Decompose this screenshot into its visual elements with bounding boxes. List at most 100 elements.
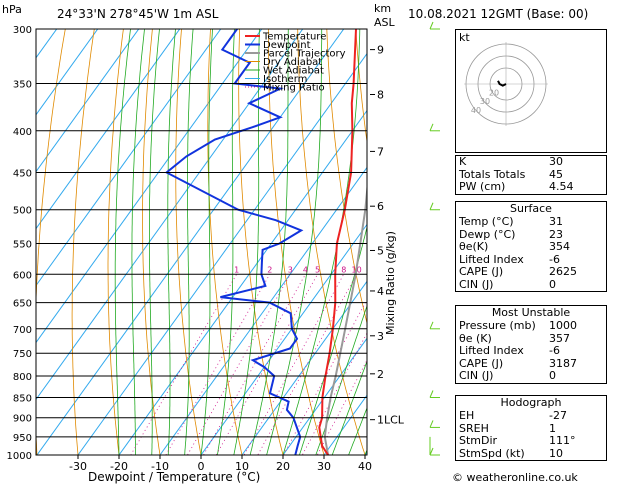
- hodograph-value: -27: [549, 409, 567, 422]
- wind-barb: [429, 420, 440, 428]
- datetime-label: 10.08.2021 12GMT (Base: 00): [408, 7, 589, 21]
- hodograph-value: 10: [549, 446, 563, 460]
- pressure-tick-label: 350: [13, 80, 32, 91]
- index-value: 4.54: [549, 180, 574, 193]
- wet-adiabat-line: [298, 225, 367, 455]
- unstable-value: 0: [549, 369, 556, 382]
- wind-barb-flag: [429, 321, 434, 329]
- surface-row: CAPE (J) 2625: [456, 265, 606, 279]
- legend-entry: Temperature: [262, 32, 326, 43]
- temp-tick-label: -10: [151, 460, 169, 473]
- surface-value: -6: [549, 252, 560, 266]
- km-tick-label: 1LCL: [377, 414, 405, 427]
- dry-adiabat-line: [268, 29, 325, 455]
- wind-barb-flag: [429, 420, 434, 428]
- temp-tick-label: 0: [198, 460, 205, 473]
- surface-key: Lifted Index: [459, 252, 524, 266]
- hodograph-ring-label: 20: [489, 89, 499, 98]
- wet-adiabat-line: [233, 29, 260, 455]
- wet-adiabat-line: [348, 406, 367, 455]
- unstable-key: Lifted Index: [459, 344, 524, 357]
- km-tick-label: 2: [377, 368, 384, 381]
- hodograph-row: StmDir 111°: [456, 434, 606, 448]
- isotherm-line: [36, 29, 99, 116]
- isotherm-line: [159, 166, 367, 455]
- index-key: K: [459, 155, 467, 168]
- mixing-ratio-label: 3: [288, 265, 293, 274]
- wet-adiabat-line: [266, 29, 323, 455]
- km-tick-label: 4: [377, 285, 384, 298]
- wind-barb-flag: [429, 202, 434, 210]
- surface-row: Lifted Index -6: [456, 252, 606, 267]
- surface-value: 31: [549, 215, 563, 228]
- isotherm-line: [36, 29, 304, 401]
- pressure-tick-label: 850: [13, 393, 32, 404]
- temp-tick-label: -30: [69, 460, 87, 473]
- isotherm-line: [36, 29, 222, 287]
- x-axis-label: Dewpoint / Temperature (°C): [88, 470, 261, 484]
- mixing-ratio-label: 5: [315, 265, 320, 274]
- isotherm-line: [241, 280, 367, 455]
- wet-adiabat-line: [331, 360, 367, 455]
- pressure-tick-label: 550: [13, 239, 32, 250]
- surface-value: 0: [549, 277, 556, 291]
- wet-adiabat-line: [148, 29, 160, 455]
- most-unstable-title: Most Unstable: [491, 306, 571, 319]
- hodograph-key: EH: [459, 409, 475, 422]
- pressure-tick-label: 650: [13, 299, 32, 310]
- hodograph-row: EH -27: [456, 409, 606, 423]
- mixing-ratio-label: 8: [341, 265, 346, 274]
- legend-entry: Dry Adiabat: [263, 57, 322, 68]
- mixing-ratio-label: 4: [303, 265, 308, 274]
- wind-barb-flag: [429, 21, 434, 30]
- temp-tick-label: -20: [110, 460, 128, 473]
- index-key: PW (cm): [459, 180, 506, 193]
- pressure-tick-label: 750: [13, 349, 32, 360]
- isotherm-line: [36, 29, 345, 455]
- unstable-value: -6: [549, 344, 560, 357]
- pressure-tick-label: 300: [13, 25, 32, 36]
- km-tick-label: 3: [377, 330, 384, 343]
- pressure-tick-label: 450: [13, 168, 32, 179]
- location-title: 24°33'N 278°45'W 1m ASL: [57, 7, 219, 21]
- index-row: K 30: [456, 155, 606, 169]
- unstable-row: CAPE (J) 3187: [456, 356, 606, 371]
- km-unit-label: km: [374, 2, 392, 15]
- isotherm-line: [36, 29, 58, 59]
- mixing-ratio-label: 2: [267, 265, 272, 274]
- wet-adiabat-line: [167, 29, 176, 455]
- wet-adiabat-line: [249, 29, 289, 455]
- unstable-key: CIN (J): [459, 369, 494, 382]
- copyright[interactable]: © weatheronline.co.uk: [452, 471, 578, 484]
- temp-tick-label: 40: [358, 460, 372, 473]
- wind-barb: [429, 390, 440, 398]
- surface-key: θe(K): [459, 240, 489, 253]
- hodograph-key: StmSpd (kt): [459, 446, 525, 460]
- legend-entry: Isotherm: [263, 74, 307, 85]
- hodograph-key: SREH: [459, 421, 489, 435]
- temp-tick-label: 10: [235, 460, 249, 473]
- dry-adiabat-line: [355, 29, 367, 145]
- hodograph-key: StmDir: [459, 434, 498, 447]
- dry-adiabat-line: [36, 29, 66, 455]
- hodograph-ring-label: 40: [471, 106, 481, 115]
- most-unstable-table: Most Unstable Pressure (mb) 1000 θe (K) 357…: [455, 305, 607, 384]
- wind-barb: [429, 321, 440, 330]
- hodograph-title: Hodograph: [500, 396, 562, 409]
- surface-row: θe(K) 354: [456, 240, 606, 254]
- wet-adiabat-line: [216, 29, 235, 455]
- km-tick-label: 5: [377, 244, 384, 257]
- wet-adiabat-line: [131, 29, 145, 455]
- asl-unit-label: ASL: [374, 16, 395, 29]
- wet-adiabat-line: [200, 29, 213, 455]
- index-key: Totals Totals: [459, 167, 526, 181]
- wind-barb-flag: [429, 123, 434, 131]
- unstable-value: 3187: [549, 356, 577, 370]
- wet-adiabat-line: [282, 29, 361, 455]
- wind-barb: [429, 447, 440, 456]
- mixing-ratio-line: [283, 298, 367, 455]
- unstable-key: Pressure (mb): [459, 319, 536, 332]
- legend-entry: Mixing Ratio: [263, 83, 325, 94]
- dry-adiabat-line: [611, 5, 629, 473]
